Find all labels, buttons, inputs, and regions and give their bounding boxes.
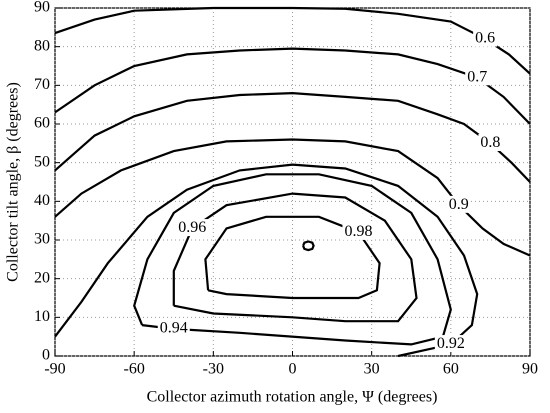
y-tick-label: 10 — [34, 308, 50, 325]
y-tick-label: 90 — [34, 0, 50, 16]
contour-label: 0.94 — [160, 320, 188, 337]
label-background — [434, 335, 467, 353]
label-background — [446, 195, 471, 213]
y-tick-label: 60 — [34, 115, 50, 132]
x-tick-label: -60 — [124, 361, 145, 378]
contour-line — [54, 163, 479, 358]
contour-label: 0.96 — [178, 219, 206, 236]
x-tick-label: 90 — [522, 361, 538, 378]
x-tick-label: 0 — [289, 361, 297, 378]
y-tick-label: 20 — [34, 269, 50, 286]
contour-line — [204, 215, 381, 300]
contour-label: 0.7 — [467, 68, 487, 85]
x-tick-label: -30 — [203, 361, 224, 378]
contour-label: 0.6 — [475, 30, 495, 47]
y-tick-label: 0 — [42, 347, 50, 364]
contour-label: 0.98 — [344, 223, 372, 240]
x-tick-label: 60 — [443, 361, 459, 378]
contour-line — [302, 240, 315, 252]
x-axis-label: Collector azimuth rotation angle, Ψ (deg… — [147, 389, 438, 406]
y-axis-label: Collector tilt angle, β (degrees) — [5, 82, 22, 282]
y-tick-label: 40 — [34, 192, 50, 209]
label-background — [342, 222, 375, 240]
y-tick-label: 80 — [34, 37, 50, 54]
y-tick-label: 30 — [34, 231, 50, 248]
label-background — [465, 68, 490, 86]
contour-label: 0.8 — [480, 134, 500, 151]
x-tick-label: 30 — [364, 361, 380, 378]
y-tick-label: 50 — [34, 153, 50, 170]
contour-line — [133, 173, 452, 346]
contour-line — [54, 138, 531, 257]
label-background — [176, 219, 209, 237]
x-tick-label: -90 — [44, 361, 65, 378]
y-tick-label: 70 — [34, 76, 50, 93]
label-background — [157, 319, 190, 337]
label-background — [478, 134, 503, 152]
label-background — [473, 29, 498, 47]
contour-label: 0.9 — [449, 196, 469, 213]
contour-label: 0.92 — [437, 335, 465, 352]
